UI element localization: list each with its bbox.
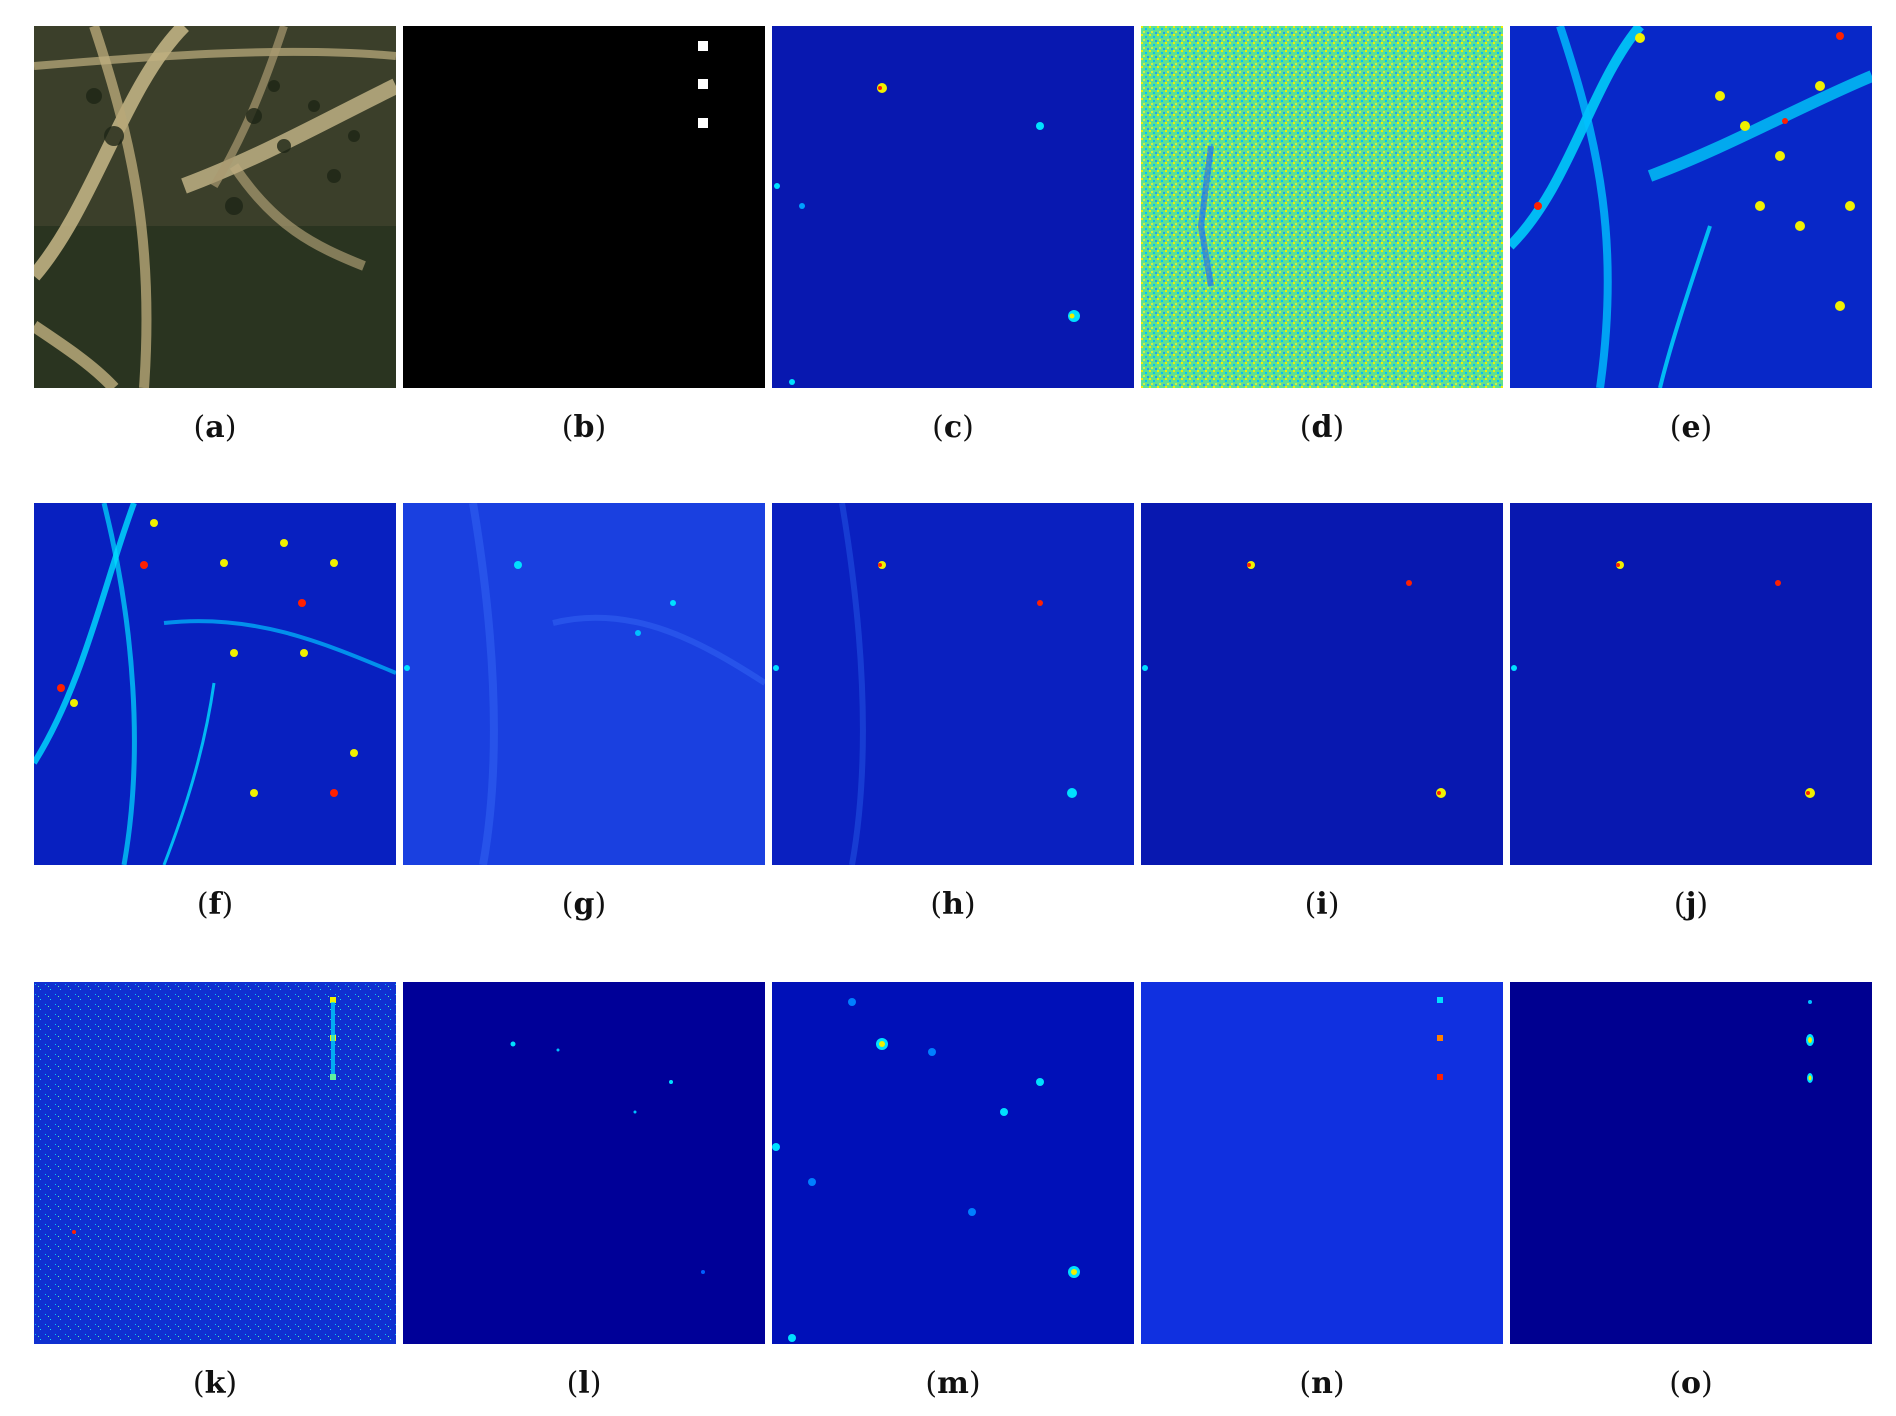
ground-truth-image [403,26,765,388]
detection-map-j [1510,503,1872,865]
caption-c: (c) [932,410,974,445]
caption-n: (n) [1299,1366,1345,1401]
detection-map-i [1141,503,1503,865]
caption-k: (k) [192,1366,238,1401]
detection-map-e [1510,26,1872,388]
caption-i: (i) [1304,887,1340,922]
caption-e: (e) [1669,410,1713,445]
caption-g: (g) [561,887,607,922]
detection-map-c [772,26,1134,388]
detection-map-n [1141,982,1503,1344]
detection-map-m [772,982,1134,1344]
detection-map-l [403,982,765,1344]
caption-a: (a) [193,410,237,445]
rgb-scene-image [34,26,396,388]
caption-b: (b) [561,410,607,445]
detection-map-o [1510,982,1872,1344]
detection-map-f [34,503,396,865]
caption-l: (l) [566,1366,602,1401]
detection-map-g [403,503,765,865]
caption-m: (m) [925,1366,981,1401]
detection-map-d [1141,26,1503,388]
detection-map-h [772,503,1134,865]
caption-d: (d) [1299,410,1345,445]
caption-f: (f) [196,887,234,922]
detection-map-k [34,982,396,1344]
caption-h: (h) [930,887,976,922]
caption-j: (j) [1673,887,1709,922]
caption-o: (o) [1669,1366,1713,1401]
